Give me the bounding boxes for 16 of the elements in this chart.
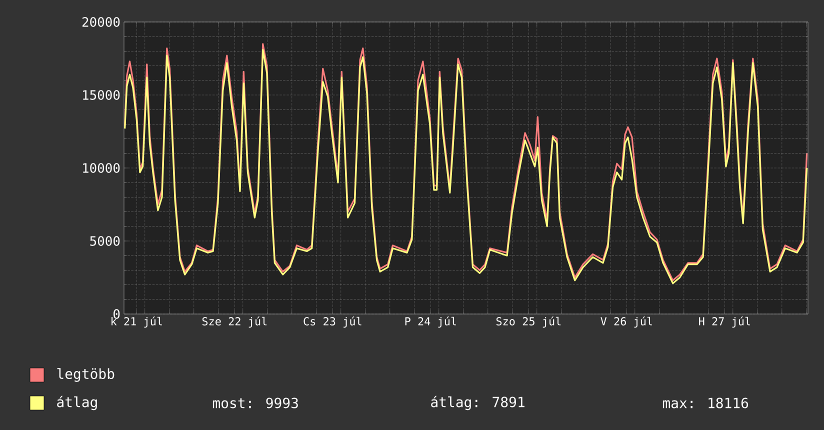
legend-label: átlag bbox=[57, 396, 97, 410]
y-tick-label: 20000 bbox=[82, 17, 120, 27]
x-tick-label: Cs 23 júl bbox=[304, 316, 362, 328]
y-tick-label: 5000 bbox=[90, 236, 120, 246]
y-tick-label: 10000 bbox=[83, 163, 120, 173]
y-tick-label: 15000 bbox=[83, 90, 120, 100]
text: átlag: 7891 bbox=[431, 396, 524, 410]
text: max: 18116 bbox=[662, 398, 748, 408]
x-tick-label: V 26 júl bbox=[600, 316, 652, 328]
legend-label: legtöbb bbox=[57, 368, 114, 382]
y-tick-label: 0 bbox=[114, 309, 120, 319]
x-tick-label: P 24 júl bbox=[405, 316, 456, 328]
text: most: 9993 bbox=[212, 398, 298, 408]
x-tick-label: Sze 22 júl bbox=[202, 316, 267, 328]
x-tick-label: Szo 25 júl bbox=[496, 316, 561, 328]
x-tick-label: H 27 júl bbox=[699, 316, 750, 328]
